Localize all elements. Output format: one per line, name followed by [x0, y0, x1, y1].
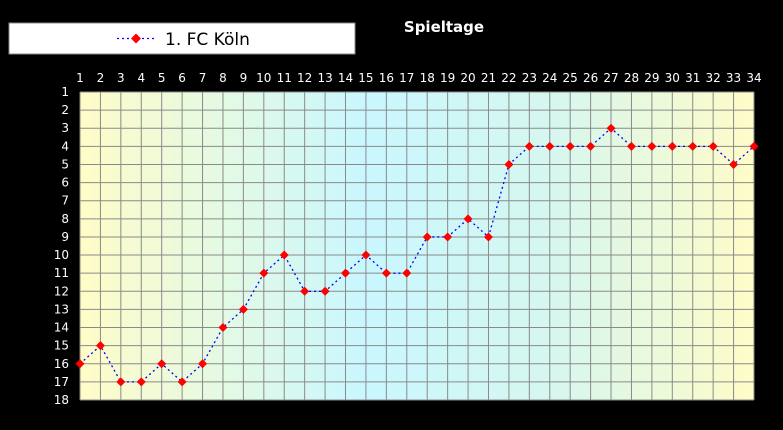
y-tick-label: 7	[61, 194, 69, 208]
grid-lines	[79, 91, 755, 401]
x-tick-label: 25	[563, 71, 578, 85]
x-tick-label: 6	[178, 71, 186, 85]
data-point-marker	[647, 141, 657, 151]
x-tick-label: 1	[76, 71, 84, 85]
legend: 1. FC Köln	[8, 22, 356, 55]
data-point-marker	[463, 214, 473, 224]
x-tick-label: 20	[460, 71, 475, 85]
x-tick-label: 29	[644, 71, 659, 85]
data-point-marker	[708, 141, 718, 151]
y-tick-label: 13	[54, 302, 69, 316]
y-tick-label: 18	[54, 393, 69, 407]
data-point-marker	[95, 341, 105, 351]
x-tick-label: 11	[277, 71, 292, 85]
x-tick-label: 14	[338, 71, 353, 85]
x-tick-label: 30	[665, 71, 680, 85]
data-point-marker	[729, 159, 739, 169]
y-tick-label: 3	[61, 121, 69, 135]
data-point-marker	[259, 268, 269, 278]
y-tick-label: 17	[54, 375, 69, 389]
data-point-marker	[688, 141, 698, 151]
x-tick-label: 2	[97, 71, 105, 85]
x-tick-label: 4	[137, 71, 145, 85]
data-point-marker	[116, 377, 126, 387]
data-point-marker	[545, 141, 555, 151]
x-tick-label: 16	[379, 71, 394, 85]
y-tick-label: 14	[54, 321, 69, 335]
y-tick-label: 2	[61, 103, 69, 117]
data-point-marker	[606, 123, 616, 133]
y-tick-label: 10	[54, 248, 69, 262]
x-tick-label: 17	[399, 71, 414, 85]
y-tick-label: 6	[61, 176, 69, 190]
x-tick-label: 18	[420, 71, 435, 85]
data-point-marker	[157, 359, 167, 369]
y-tick-label: 16	[54, 357, 69, 371]
data-point-marker	[402, 268, 412, 278]
x-tick-label: 27	[603, 71, 618, 85]
data-point-marker	[586, 141, 596, 151]
y-tick-label: 9	[61, 230, 69, 244]
x-tick-label: 13	[317, 71, 332, 85]
y-tick-label: 15	[54, 339, 69, 353]
x-tick-label: 12	[297, 71, 312, 85]
x-tick-label: 33	[726, 71, 741, 85]
data-point-marker	[667, 141, 677, 151]
legend-label: 1. FC Köln	[165, 30, 250, 50]
data-point-marker	[749, 141, 759, 151]
plot-area	[80, 92, 754, 400]
data-point-marker	[238, 304, 248, 314]
y-tick-label: 1	[61, 85, 69, 99]
x-tick-label: 10	[256, 71, 271, 85]
data-point-marker	[361, 250, 371, 260]
y-tick-label: 8	[61, 212, 69, 226]
y-tick-label: 5	[61, 157, 69, 171]
y-tick-label: 4	[61, 139, 69, 153]
x-tick-label: 9	[240, 71, 248, 85]
data-point-marker	[524, 141, 534, 151]
y-tick-label: 11	[54, 266, 69, 280]
x-tick-label: 28	[624, 71, 639, 85]
data-point-marker	[320, 286, 330, 296]
x-tick-label: 22	[501, 71, 516, 85]
x-tick-label: 21	[481, 71, 496, 85]
x-axis-ticks: 1 2 3 4 5 6 7 8 9 10 11 12 13 14 15 16 17 18 19 20 21 22 23 24 2…	[76, 71, 761, 85]
data-point-marker	[136, 377, 146, 387]
data-point-marker	[341, 268, 351, 278]
data-point-marker	[626, 141, 636, 151]
x-tick-label: 31	[685, 71, 700, 85]
data-point-marker	[177, 377, 187, 387]
x-tick-label: 24	[542, 71, 557, 85]
data-point-marker	[218, 323, 228, 333]
data-point-marker	[504, 159, 514, 169]
x-tick-label: 7	[199, 71, 207, 85]
data-point-marker	[279, 250, 289, 260]
data-point-marker	[565, 141, 575, 151]
x-tick-label: 26	[583, 71, 598, 85]
chart-title: Spieltage	[404, 18, 484, 36]
x-tick-label: 19	[440, 71, 455, 85]
x-tick-label: 34	[746, 71, 761, 85]
data-point-marker	[300, 286, 310, 296]
x-tick-label: 3	[117, 71, 125, 85]
data-point-marker	[75, 359, 85, 369]
data-point-marker	[422, 232, 432, 242]
x-tick-label: 32	[706, 71, 721, 85]
x-tick-label: 5	[158, 71, 166, 85]
data-point-marker	[198, 359, 208, 369]
data-point-marker	[443, 232, 453, 242]
x-tick-label: 23	[522, 71, 537, 85]
data-point-marker	[483, 232, 493, 242]
legend-marker-diamond	[131, 33, 141, 44]
series-layer	[75, 123, 759, 387]
data-point-marker	[381, 268, 391, 278]
legend-box	[8, 22, 356, 55]
x-tick-label: 8	[219, 71, 227, 85]
y-tick-label: 12	[54, 284, 69, 298]
x-tick-label: 15	[358, 71, 373, 85]
